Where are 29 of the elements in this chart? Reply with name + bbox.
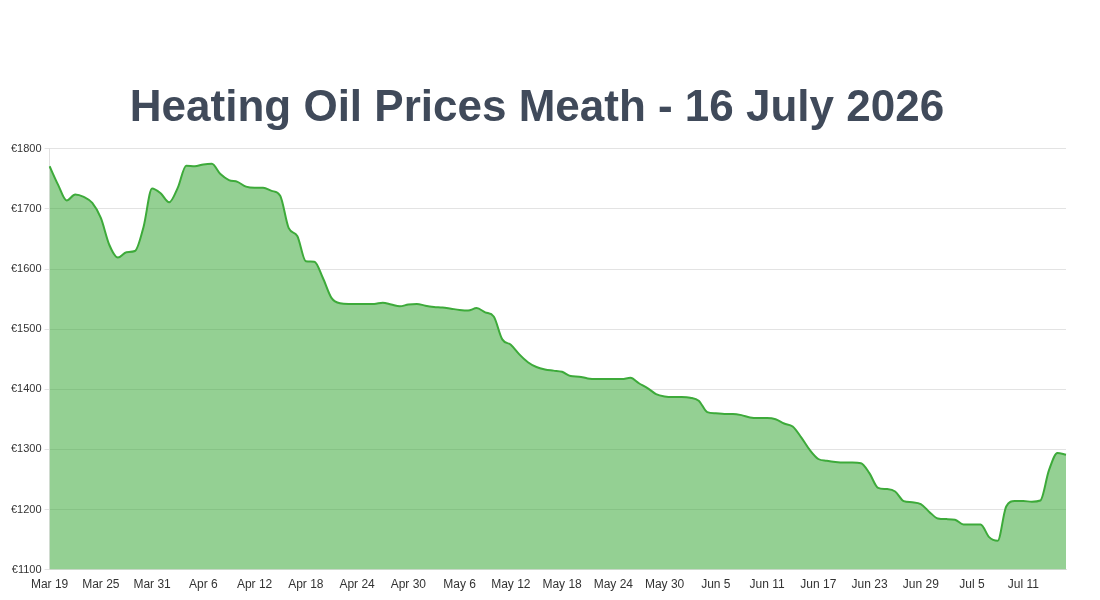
x-tick-label: Jul 11: [1007, 577, 1040, 592]
x-tick-label: Apr 12: [236, 577, 273, 592]
chart-title: Heating Oil Prices Meath - 16 July 2026: [129, 80, 945, 130]
x-tick-label: Jun 17: [800, 577, 837, 592]
x-tick-label: Apr 6: [188, 577, 218, 592]
x-tick-label: May 24: [593, 577, 634, 592]
x-tick-label: May 6: [443, 577, 477, 592]
y-tick-label: €1800: [10, 141, 42, 154]
x-tick-label: Jul 5: [959, 577, 986, 592]
x-tick-label: Apr 18: [288, 577, 324, 592]
y-tick-label: €1600: [10, 262, 42, 275]
x-tick-label: Mar 19: [30, 577, 69, 592]
y-tick-label: €1700: [10, 201, 42, 214]
y-tick-label: €1300: [10, 442, 42, 455]
x-tick-label: Apr 24: [339, 577, 376, 592]
x-tick-label: Jun 29: [902, 577, 940, 592]
x-tick-label: Apr 30: [390, 577, 427, 592]
x-tick-label: May 30: [644, 577, 685, 592]
x-tick-label: Jun 23: [851, 577, 888, 592]
x-tick-label: Jun 11: [749, 577, 785, 592]
x-tick-label: May 18: [542, 577, 583, 592]
y-tick-label: €1400: [10, 382, 42, 395]
x-tick-label: Mar 25: [82, 577, 120, 592]
y-tick-label: €1500: [10, 322, 42, 335]
x-tick-label: Mar 31: [133, 577, 172, 592]
x-tick-label: Jun 5: [701, 577, 731, 592]
x-tick-label: May 12: [491, 577, 531, 592]
y-tick-label: €1100: [11, 562, 42, 575]
y-tick-label: €1200: [10, 502, 42, 515]
